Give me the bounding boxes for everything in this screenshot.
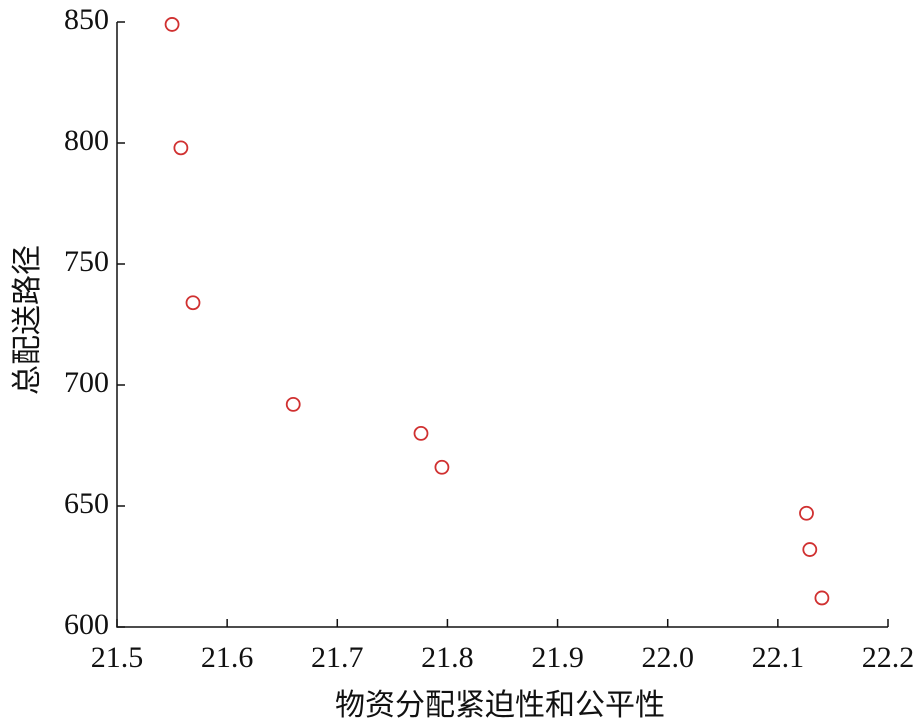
x-tick-label: 22.2	[862, 641, 915, 674]
point	[799, 505, 814, 521]
y-tick-label: 750	[64, 245, 109, 278]
point	[802, 542, 818, 557]
x-tick-label: 21.5	[91, 641, 144, 674]
point	[434, 459, 450, 475]
y-tick-label: 800	[64, 124, 109, 157]
point	[164, 17, 180, 32]
x-tick-label: 21.9	[531, 641, 584, 674]
axes	[116, 22, 888, 628]
x-tick-label: 21.6	[201, 641, 254, 674]
y-axis-label: 总配送路径	[11, 245, 44, 395]
x-tick-label: 22.0	[641, 641, 694, 674]
y-tick-label: 850	[64, 3, 109, 36]
x-tick-label: 21.7	[311, 641, 364, 674]
x-axis-label: 物资分配紧迫性和公平性	[335, 689, 665, 722]
y-tick-label: 600	[64, 608, 109, 641]
point	[285, 396, 301, 412]
x-tick-label: 22.1	[752, 641, 805, 674]
x-tick-label: 21.8	[421, 641, 474, 674]
point	[173, 140, 189, 156]
y-tick-label: 650	[64, 487, 109, 520]
point	[185, 295, 201, 311]
point	[814, 590, 830, 606]
y-tick-label: 700	[64, 366, 109, 399]
point	[413, 425, 429, 441]
